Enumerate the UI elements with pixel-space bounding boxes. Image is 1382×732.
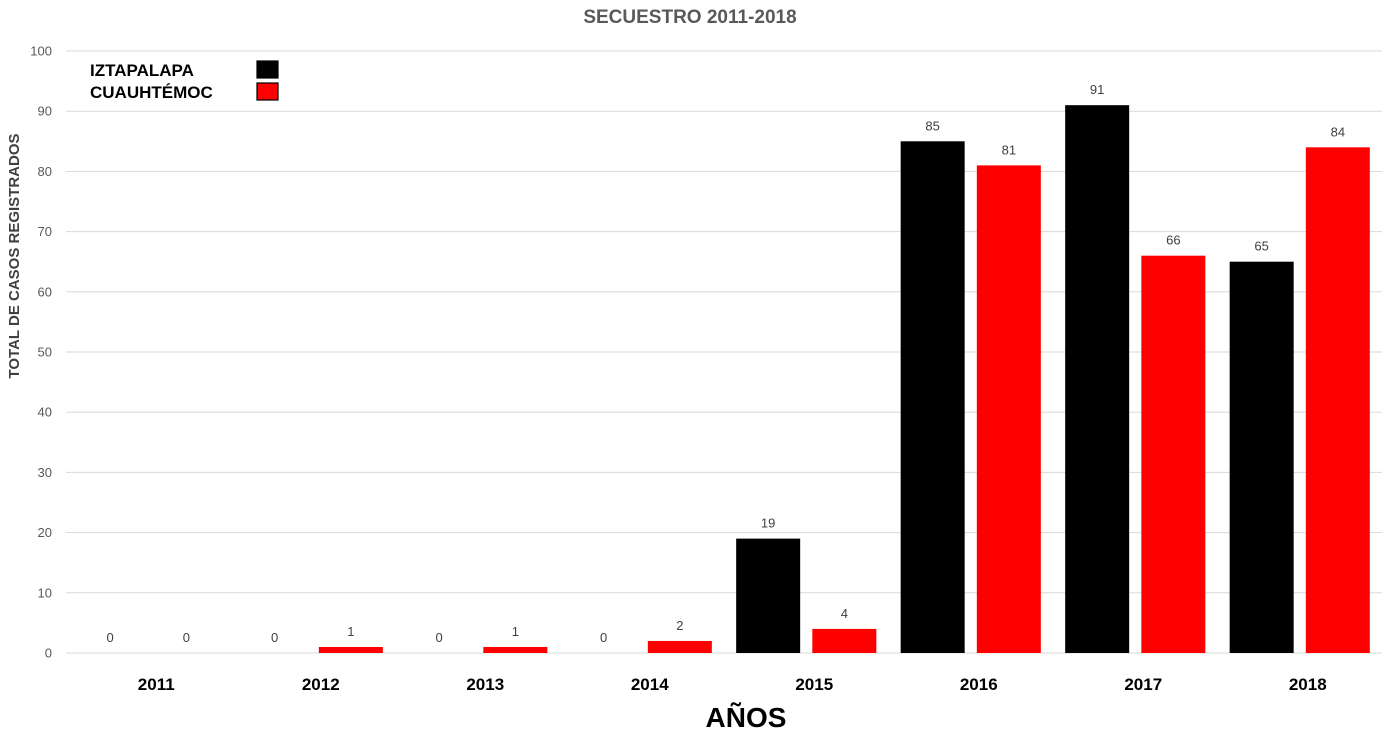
- x-tick-label: 2015: [795, 675, 833, 694]
- legend: IZTAPALAPA CUAUHTÉMOC: [90, 60, 279, 102]
- y-tick-label: 10: [38, 585, 52, 600]
- bar-iztapalapa-2016: [900, 141, 965, 654]
- y-tick-label: 80: [38, 164, 52, 179]
- bar-iztapalapa-2017: [1065, 105, 1130, 654]
- x-tick-label: 2017: [1124, 675, 1162, 694]
- data-label: 84: [1331, 124, 1345, 139]
- data-label: 81: [1002, 142, 1016, 157]
- data-labels: 0 0 0 1 0 1 0 2 19 4 85 81 91 66 65 84: [107, 82, 1346, 645]
- y-tick-label: 100: [30, 44, 52, 59]
- data-label: 0: [107, 630, 114, 645]
- data-label: 65: [1254, 239, 1268, 254]
- x-tick-label: 2016: [960, 675, 998, 694]
- data-label: 0: [436, 630, 443, 645]
- y-tick-label: 50: [38, 345, 52, 360]
- bar-cuauhtémoc-2012: [318, 646, 383, 653]
- bar-cuauhtémoc-2014: [647, 640, 712, 653]
- bar-cuauhtémoc-2013: [483, 646, 548, 653]
- x-tick-label: 2018: [1289, 675, 1327, 694]
- legend-swatch: [256, 82, 279, 101]
- chart-title: SECUESTRO 2011-2018: [583, 7, 796, 28]
- y-tick-label: 30: [38, 465, 52, 480]
- y-axis-label: TOTAL DE CASOS REGISTRADOS: [6, 133, 23, 378]
- x-axis-ticks: 2011 2012 2013 2014 2015 2016 2017 2018: [138, 675, 1327, 694]
- bar-cuauhtémoc-2017: [1141, 255, 1206, 653]
- legend-swatch: [256, 60, 279, 79]
- y-tick-label: 20: [38, 525, 52, 540]
- y-tick-label: 60: [38, 284, 52, 299]
- data-label: 91: [1090, 82, 1104, 97]
- x-axis-label: AÑOS: [706, 702, 787, 732]
- y-tick-label: 0: [45, 646, 52, 661]
- data-label: 4: [841, 606, 848, 621]
- bar-cuauhtémoc-2015: [812, 628, 877, 653]
- bars: [318, 105, 1370, 654]
- y-tick-label: 70: [38, 224, 52, 239]
- x-tick-label: 2013: [466, 675, 504, 694]
- data-label: 2: [676, 618, 683, 633]
- legend-label: CUAUHTÉMOC: [90, 83, 213, 102]
- data-label: 19: [761, 516, 775, 531]
- bar-cuauhtémoc-2016: [976, 165, 1041, 653]
- x-tick-label: 2014: [631, 675, 669, 694]
- data-label: 0: [271, 630, 278, 645]
- y-tick-label: 40: [38, 405, 52, 420]
- x-tick-label: 2011: [138, 675, 175, 694]
- data-label: 85: [925, 118, 939, 133]
- bar-iztapalapa-2015: [736, 538, 801, 653]
- data-label: 1: [512, 624, 519, 639]
- x-tick-label: 2012: [302, 675, 340, 694]
- bar-iztapalapa-2018: [1229, 261, 1294, 653]
- y-tick-label: 90: [38, 104, 52, 119]
- data-label: 0: [600, 630, 607, 645]
- data-label: 1: [347, 624, 354, 639]
- data-label: 0: [183, 630, 190, 645]
- legend-label: IZTAPALAPA: [90, 61, 194, 80]
- data-label: 66: [1166, 233, 1180, 248]
- bar-cuauhtémoc-2018: [1305, 147, 1370, 653]
- gridlines: [66, 50, 1382, 654]
- y-axis-ticks: 0 10 20 30 40 50 60 70 80 90 100: [30, 44, 52, 661]
